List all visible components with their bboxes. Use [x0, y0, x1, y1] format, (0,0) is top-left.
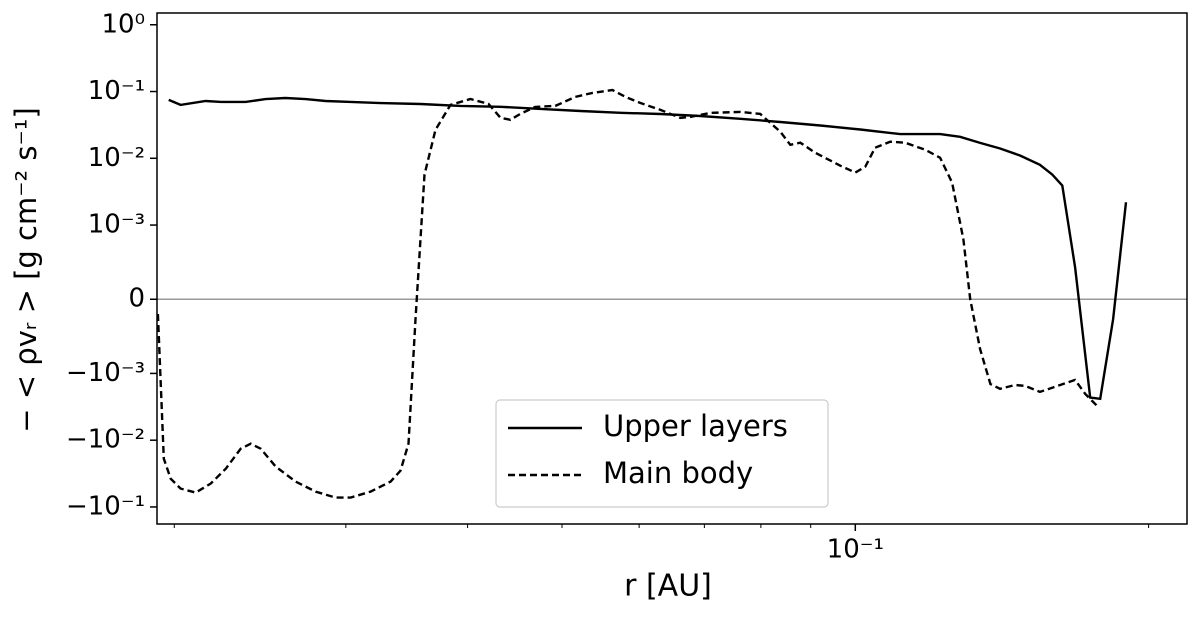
x-axis-label: r [AU]	[624, 569, 712, 604]
legend-label: Upper layers	[603, 409, 788, 443]
legend-box	[495, 399, 829, 508]
series-line	[168, 96, 1128, 401]
x-tick-label: 10⁻¹	[827, 535, 884, 565]
legend: Upper layers Main body	[495, 399, 829, 508]
y-axis-label: − < ρvᵣ > [g cm⁻² s⁻¹]	[9, 107, 43, 433]
y-tick-label: 10⁰	[101, 9, 145, 39]
y-tick-label: 10⁻¹	[88, 76, 145, 106]
y-tick-label: −10⁻¹	[66, 491, 145, 521]
y-tick-label: 0	[128, 284, 145, 314]
legend-label: Main body	[603, 456, 753, 490]
y-tick-label: −10⁻³	[66, 358, 145, 388]
y-tick-label: −10⁻²	[66, 425, 145, 455]
series-line	[157, 88, 1098, 499]
plot-frame	[156, 12, 1188, 525]
y-tick-label: 10⁻³	[88, 210, 145, 240]
y-tick-label: 10⁻²	[88, 143, 145, 173]
